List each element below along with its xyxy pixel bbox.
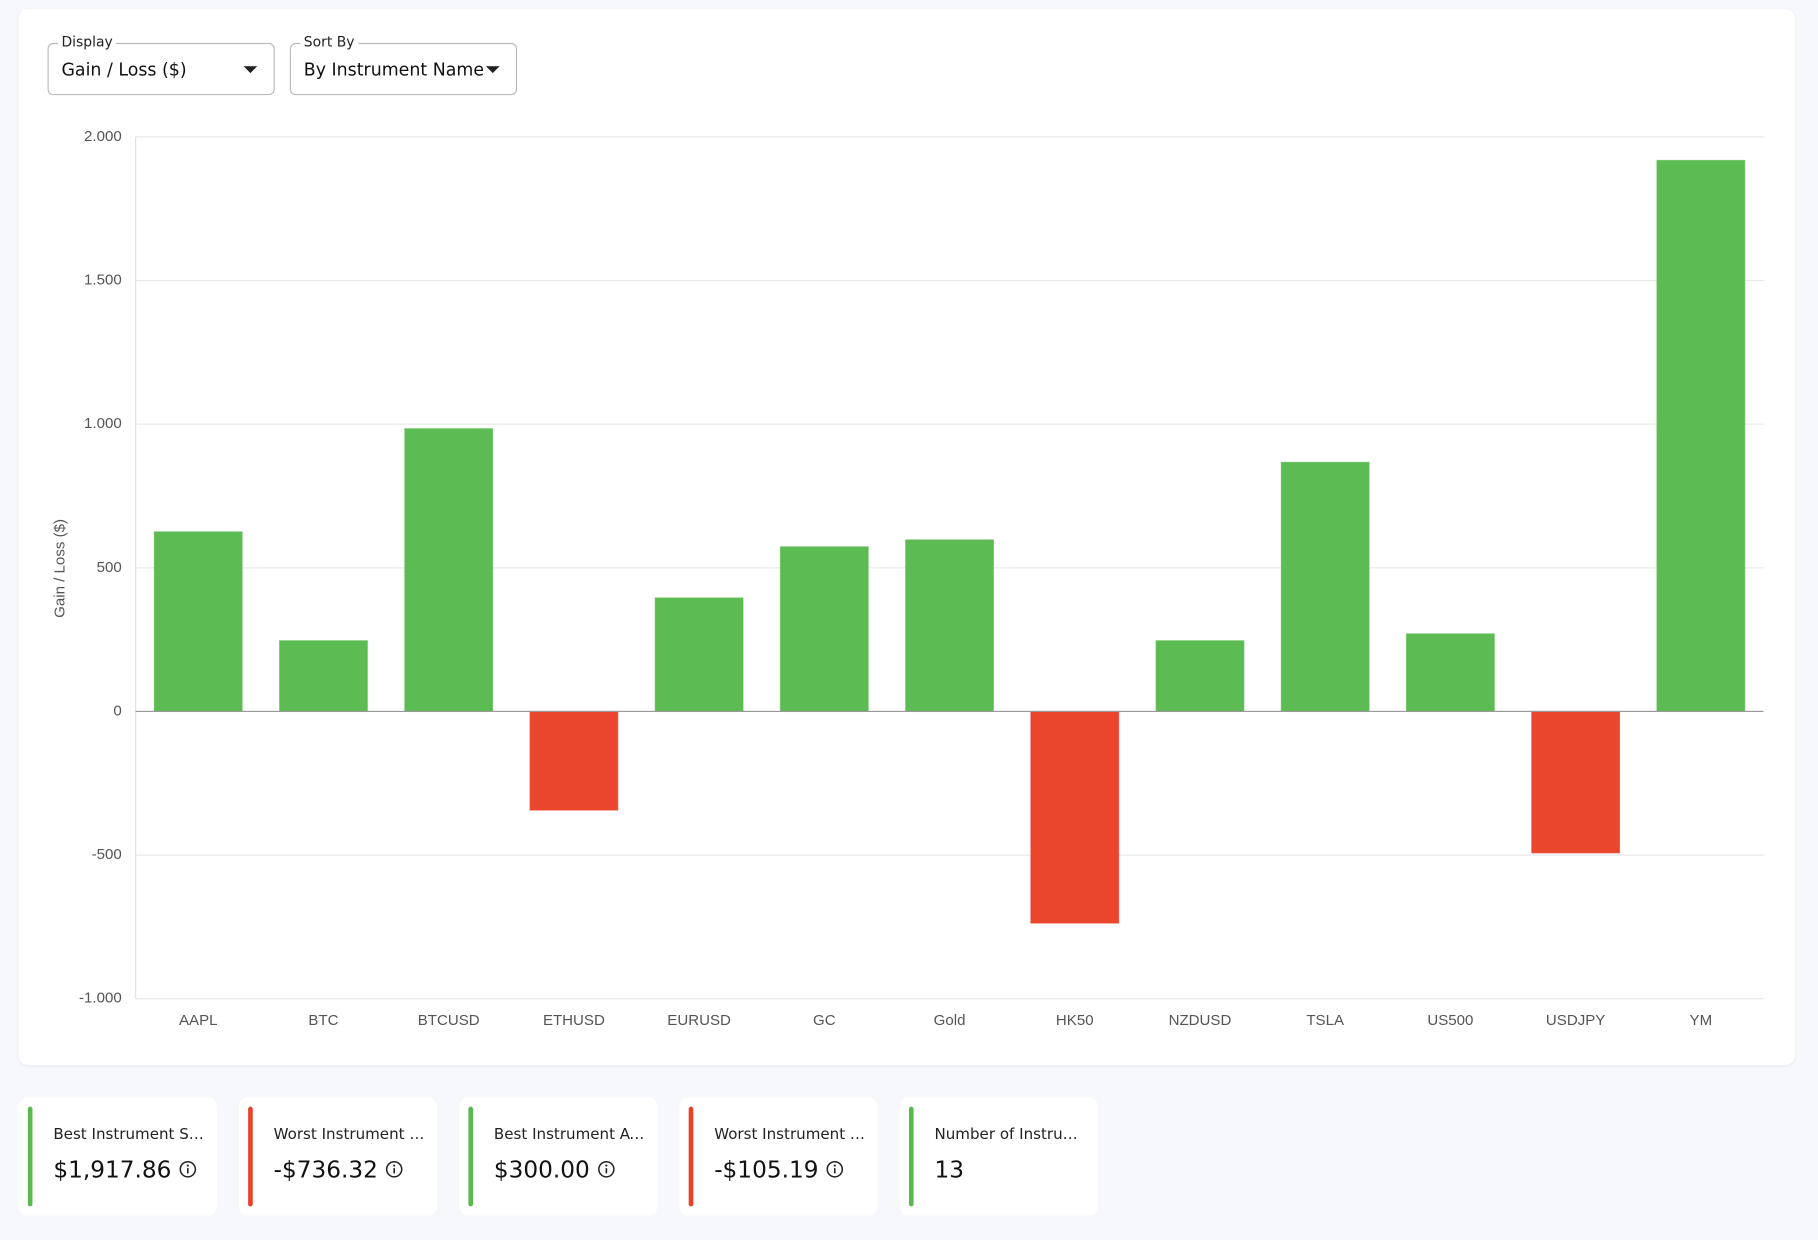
card-label: Worst Instrument Avg	[714, 1126, 868, 1144]
bar	[529, 710, 619, 811]
bar	[153, 531, 243, 713]
y-tick-label: 1.500	[84, 272, 122, 289]
card-value-row: $300.00	[494, 1155, 615, 1183]
dropdown-label: Display	[57, 33, 117, 50]
y-tick-label: -500	[92, 846, 122, 863]
dropdown-arrow	[243, 66, 258, 74]
dropdown-arrow	[485, 66, 500, 74]
card-value-row: 13	[934, 1155, 964, 1183]
info-icon[interactable]	[597, 1160, 616, 1179]
card-label: Number of Instruments	[934, 1126, 1087, 1144]
x-tick-label: TSLA	[1306, 1012, 1345, 1029]
bar	[1531, 710, 1621, 854]
x-tick-label: BTCUSD	[418, 1012, 480, 1029]
x-tick-label: US500	[1427, 1012, 1473, 1029]
bar	[1656, 159, 1746, 713]
dropdown-label: Sort By	[300, 33, 358, 50]
y-tick-label: 500	[97, 559, 122, 576]
summary-card: Best Instrument Avg $300.00	[459, 1097, 658, 1216]
accent-bar	[27, 1106, 33, 1207]
x-tick-label: Gold	[934, 1012, 966, 1029]
bar	[1155, 640, 1245, 713]
x-tick-label: HK50	[1056, 1012, 1094, 1029]
bar	[1280, 461, 1370, 713]
card-label: Best Instrument Avg	[493, 1126, 647, 1144]
card-value: 13	[934, 1155, 964, 1184]
chart-panel	[18, 9, 1795, 1065]
chart: Gain / Loss ($) -1.000 -500 0 500 1.000 1.500…	[51, 128, 1764, 1029]
accent-bar	[248, 1106, 253, 1207]
x-tick-label: AAPL	[179, 1012, 218, 1029]
accent-bar	[908, 1106, 914, 1207]
info-icon[interactable]	[385, 1160, 404, 1179]
dropdown-value: By Instrument Name	[303, 59, 485, 81]
x-tick-label: USDJPY	[1546, 1012, 1605, 1029]
card-label: Best Instrument Sum	[53, 1126, 207, 1144]
sort-dropdown[interactable]: Sort By By Instrument Name	[289, 33, 518, 96]
y-tick-label: -1.000	[79, 990, 122, 1007]
y-axis-label: Gain / Loss ($)	[51, 519, 68, 618]
card-value: $1,917.86	[53, 1155, 172, 1184]
x-tick-label: EURUSD	[667, 1012, 731, 1029]
card-value-row: -$105.19	[714, 1155, 844, 1183]
bar	[905, 539, 994, 713]
bar	[1406, 633, 1495, 713]
info-icon[interactable]	[825, 1160, 844, 1179]
y-tick-label: 2.000	[84, 128, 122, 145]
card-value-row: $1,917.86	[53, 1155, 197, 1183]
card-value: -$105.19	[714, 1155, 819, 1184]
bar	[279, 640, 368, 713]
dropdown-value: Gain / Loss ($)	[61, 59, 187, 81]
summary-card: Worst Instrument Sum -$736.32	[238, 1097, 438, 1216]
y-tick-label: 1.000	[84, 415, 122, 432]
bar	[779, 546, 869, 713]
x-tick-label: ETHUSD	[543, 1012, 605, 1029]
accent-bar	[468, 1106, 474, 1207]
x-tick-label: YM	[1690, 1012, 1713, 1029]
y-tick-label: 0	[113, 702, 121, 719]
accent-bar	[688, 1106, 694, 1207]
x-tick-label: NZDUSD	[1169, 1012, 1232, 1029]
x-tick-label: GC	[813, 1012, 836, 1029]
card-label: Worst Instrument Sum	[273, 1126, 427, 1144]
summary-card: Best Instrument Sum $1,917.86	[18, 1097, 217, 1216]
bar	[1030, 710, 1120, 924]
summary-card: Worst Instrument Avg -$105.19	[679, 1097, 878, 1216]
summary-card: Number of Instruments 13	[899, 1097, 1098, 1216]
card-value: -$736.32	[273, 1155, 378, 1184]
card-value: $300.00	[493, 1155, 590, 1184]
bar	[654, 597, 744, 713]
bar	[404, 428, 494, 713]
display-dropdown[interactable]: Display Gain / Loss ($)	[47, 33, 275, 96]
card-value-row: -$736.32	[274, 1155, 404, 1183]
info-icon[interactable]	[178, 1160, 197, 1179]
x-tick-label: BTC	[308, 1012, 338, 1029]
